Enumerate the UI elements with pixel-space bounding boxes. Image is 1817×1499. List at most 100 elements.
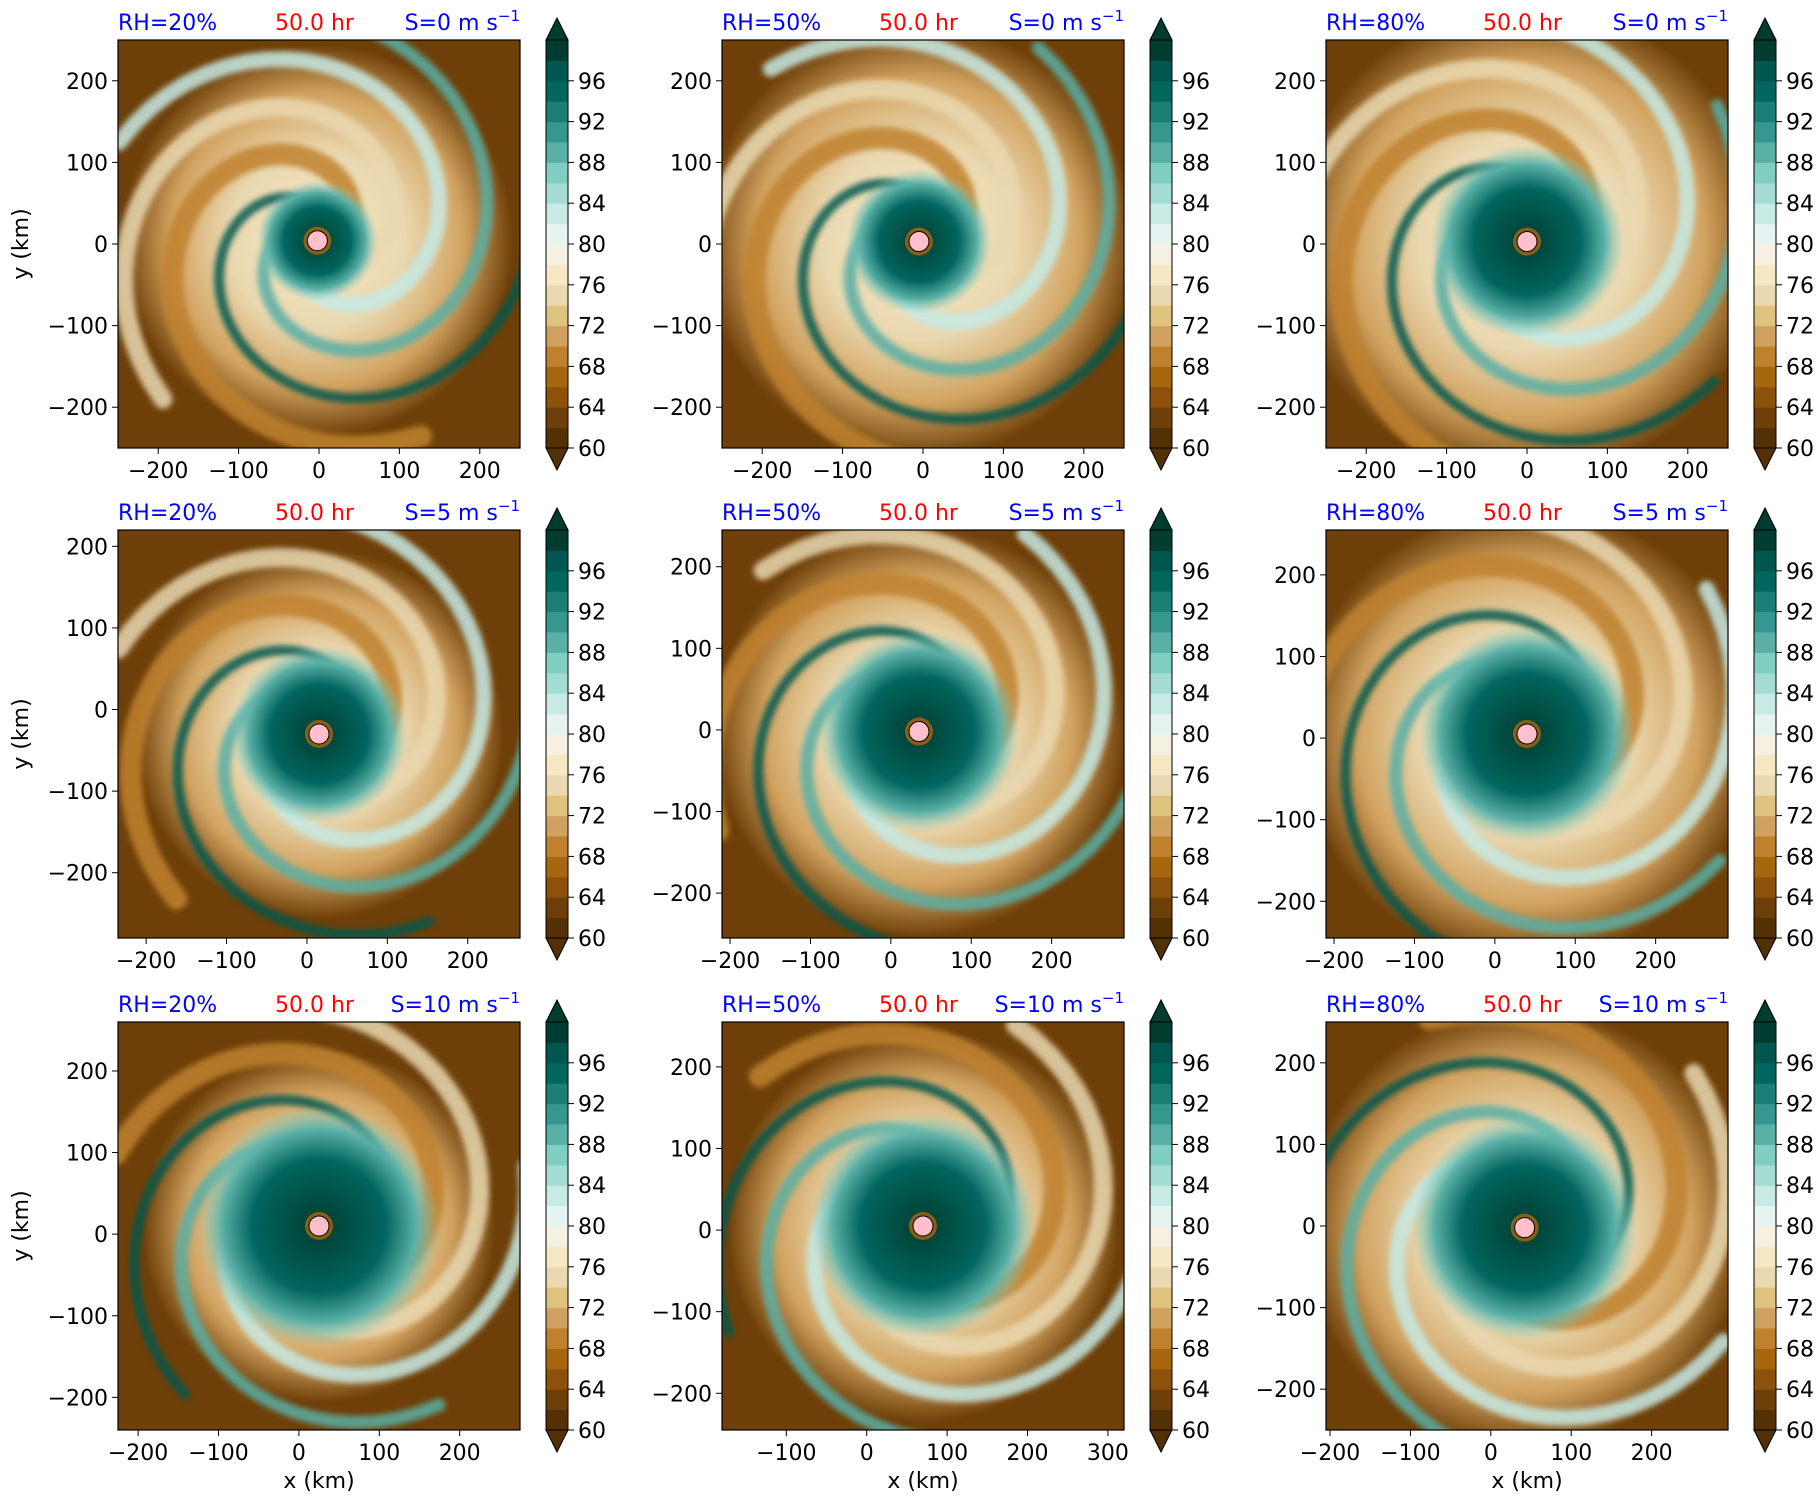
colorbar-tick-label: 64 (578, 1378, 606, 1403)
x-axis-label: x (km) (887, 1469, 958, 1494)
x-tick-label: −100 (812, 459, 872, 484)
x-tick-label: −100 (188, 1441, 248, 1466)
x-tick-label: 0 (1484, 1441, 1498, 1466)
y-tick-label: −200 (1256, 890, 1316, 915)
x-tick-label: −200 (128, 459, 188, 484)
colorbar-tick-label: 92 (578, 111, 606, 136)
x-tick-label: 200 (1007, 1441, 1049, 1466)
colorbar-tick-label: 68 (1786, 355, 1814, 380)
y-tick-label: 0 (1302, 727, 1316, 752)
storm-center-marker (1516, 231, 1538, 253)
colorbar-tick-label: 60 (1786, 927, 1814, 952)
colorbar-tick-label: 68 (1786, 845, 1814, 870)
colorbar-tick-label: 68 (578, 845, 606, 870)
shear-title: S=0 m s−1 (1613, 7, 1728, 36)
colorbar-tick-label: 96 (1786, 70, 1814, 95)
x-tick-label: 0 (916, 459, 930, 484)
x-tick-label: 200 (1631, 1441, 1673, 1466)
x-tick-label: −200 (1300, 1441, 1360, 1466)
x-tick-label: −100 (196, 949, 256, 974)
y-tick-label: 100 (1274, 1133, 1316, 1158)
y-tick-label: −100 (48, 1305, 108, 1330)
colorbar-tick-label: 72 (1786, 315, 1814, 340)
panel-3: −200 −100 0 100 200 −200 −100 0 100 200 RH=80% 50.0… (1256, 7, 1814, 484)
colorbar-tick-label: 80 (578, 1215, 606, 1240)
colorbar-tick-label: 76 (1786, 274, 1814, 299)
x-tick-label: 200 (1635, 949, 1677, 974)
x-tick-label: 100 (378, 459, 420, 484)
rh-title: RH=80% (1326, 993, 1425, 1018)
colorbar-tick-label: 72 (1182, 315, 1210, 340)
y-tick-label: −200 (1256, 396, 1316, 421)
time-title: 50.0 hr (1483, 11, 1563, 36)
colorbar-tick-label: 92 (1182, 1093, 1210, 1118)
y-axis-label: y (km) (9, 698, 34, 769)
storm-center-marker (908, 231, 930, 253)
colorbar-tick-label: 96 (1182, 1052, 1210, 1077)
colorbar-tick-label: 84 (1786, 682, 1814, 707)
colorbar-tick-label: 76 (578, 274, 606, 299)
time-title: 50.0 hr (879, 11, 959, 36)
colorbar-tick-label: 68 (578, 1337, 606, 1362)
colorbar-tick-label: 68 (578, 355, 606, 380)
y-tick-label: −200 (652, 396, 712, 421)
y-tick-label: 0 (94, 233, 108, 258)
shear-title: S=10 m s−1 (391, 989, 520, 1018)
y-tick-label: 100 (66, 617, 108, 642)
panel-1: −200 −100 0 100 200 −200 −100 0 100 200 y (km) RH=2… (9, 7, 606, 484)
y-tick-label: 200 (66, 535, 108, 560)
colorbar-tick-label: 80 (1182, 233, 1210, 258)
colorbar-tick-label: 88 (1786, 1133, 1814, 1158)
colorbar-tick-label: 84 (1182, 682, 1210, 707)
time-title: 50.0 hr (1483, 993, 1563, 1018)
axes-frame (117, 1021, 521, 1431)
y-tick-label: 200 (670, 1056, 712, 1081)
colorbar-tick-label: 80 (1786, 1215, 1814, 1240)
x-tick-label: 100 (358, 1441, 400, 1466)
panel-9: −200 −100 0 100 200 −200 −100 0 100 200 x (km) RH=8… (1256, 989, 1814, 1494)
y-tick-label: −200 (48, 396, 108, 421)
x-tick-label: −200 (1304, 949, 1364, 974)
colorbar-tick-label: 76 (1182, 764, 1210, 789)
x-tick-label: −100 (1380, 1441, 1440, 1466)
y-tick-label: 0 (94, 699, 108, 724)
x-tick-label: −100 (1416, 459, 1476, 484)
y-tick-label: 200 (66, 70, 108, 95)
panel-8: −100 0 100 200 300 −200 −100 0 100 200 x (km) RH=50… (652, 989, 1210, 1494)
y-tick-label: 0 (94, 1223, 108, 1248)
colorbar-tick-label: 76 (1182, 274, 1210, 299)
panel-6: −200 −100 0 100 200 −200 −100 0 100 200 RH=80% 50.0… (1256, 497, 1814, 974)
y-tick-label: 0 (1302, 1215, 1316, 1240)
colorbar-tick-label: 60 (578, 1419, 606, 1444)
x-tick-label: −100 (780, 949, 840, 974)
rh-title: RH=20% (118, 993, 217, 1018)
colorbar-tick-label: 64 (578, 396, 606, 421)
colorbar-tick-label: 96 (578, 70, 606, 95)
y-tick-label: −100 (48, 780, 108, 805)
colorbar-tick-label: 92 (578, 601, 606, 626)
colorbar: 60 64 68 72 76 80 84 88 92 96 (545, 16, 606, 472)
y-tick-label: −200 (48, 862, 108, 887)
storm-center-marker (1516, 723, 1538, 745)
rh-title: RH=50% (722, 11, 821, 36)
y-tick-label: 200 (1274, 1052, 1316, 1077)
rh-title: RH=20% (118, 11, 217, 36)
colorbar: 60 64 68 72 76 80 84 88 92 96 (1149, 506, 1210, 962)
colorbar-tick-label: 96 (1786, 1052, 1814, 1077)
y-axis-label: y (km) (9, 208, 34, 279)
colorbar-tick-label: 96 (578, 560, 606, 585)
y-tick-label: 0 (698, 233, 712, 258)
colorbar-tick-label: 84 (578, 1174, 606, 1199)
colorbar-tick-label: 80 (1182, 723, 1210, 748)
colorbar-tick-label: 80 (578, 233, 606, 258)
x-axis-label: x (km) (283, 1469, 354, 1494)
colorbar-tick-label: 80 (1786, 233, 1814, 258)
colorbar-tick-label: 92 (1786, 111, 1814, 136)
colorbar-tick-label: 76 (578, 1256, 606, 1281)
axes-frame (1325, 529, 1729, 939)
rh-title: RH=20% (118, 501, 217, 526)
colorbar: 60 64 68 72 76 80 84 88 92 96 (1753, 506, 1814, 962)
y-tick-label: 100 (670, 151, 712, 176)
x-tick-label: 300 (1087, 1441, 1129, 1466)
